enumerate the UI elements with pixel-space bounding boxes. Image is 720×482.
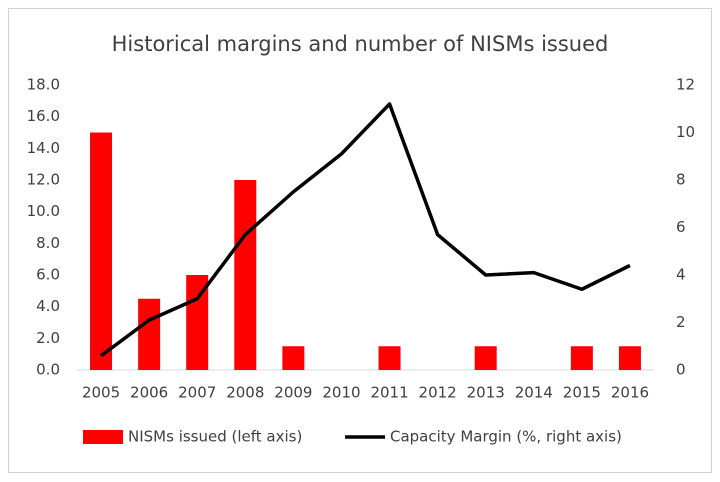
y2-tick-label: 4 <box>676 266 686 284</box>
bar <box>570 346 593 370</box>
y-tick-label: 8.0 <box>36 234 60 252</box>
y2-tick-label: 8 <box>676 171 686 189</box>
y-tick-label: 4.0 <box>36 297 60 315</box>
y-tick-label: 10.0 <box>27 202 60 220</box>
x-tick-label: 2015 <box>563 384 601 402</box>
y-tick-label: 2.0 <box>36 329 60 347</box>
x-tick-label: 2006 <box>130 384 168 402</box>
bar <box>378 346 401 370</box>
x-tick-label: 2009 <box>274 384 312 402</box>
bar <box>138 298 161 370</box>
y-tick-label: 0.0 <box>36 361 60 379</box>
y2-tick-label: 6 <box>676 218 686 236</box>
x-tick-label: 2016 <box>611 384 649 402</box>
bar <box>90 132 113 370</box>
y-tick-label: 12.0 <box>27 171 60 189</box>
y2-tick-label: 2 <box>676 313 686 331</box>
x-tick-label: 2012 <box>419 384 457 402</box>
bar <box>186 275 209 370</box>
x-tick-label: 2010 <box>322 384 360 402</box>
y2-tick-label: 10 <box>676 123 695 141</box>
y-tick-label: 14.0 <box>27 139 60 157</box>
legend-swatch <box>83 430 123 444</box>
chart-title: Historical margins and number of NISMs i… <box>112 32 609 56</box>
x-tick-label: 2011 <box>370 384 408 402</box>
line <box>100 102 631 358</box>
x-tick-label: 2005 <box>82 384 120 402</box>
bar <box>474 346 497 370</box>
chart-border <box>8 8 712 473</box>
y-tick-label: 18.0 <box>27 76 60 94</box>
x-tick-label: 2014 <box>515 384 553 402</box>
legend-label: Capacity Margin (%, right axis) <box>390 428 622 446</box>
x-tick-label: 2007 <box>178 384 216 402</box>
bar <box>234 180 257 370</box>
bar <box>618 346 641 370</box>
y-tick-label: 16.0 <box>27 107 60 125</box>
x-tick-label: 2013 <box>467 384 505 402</box>
y2-tick-label: 12 <box>676 76 695 94</box>
y2-tick-label: 0 <box>676 361 686 379</box>
legend-label: NISMs issued (left axis) <box>128 428 302 446</box>
bar <box>282 346 305 370</box>
x-tick-label: 2008 <box>226 384 264 402</box>
y-tick-label: 6.0 <box>36 266 60 284</box>
